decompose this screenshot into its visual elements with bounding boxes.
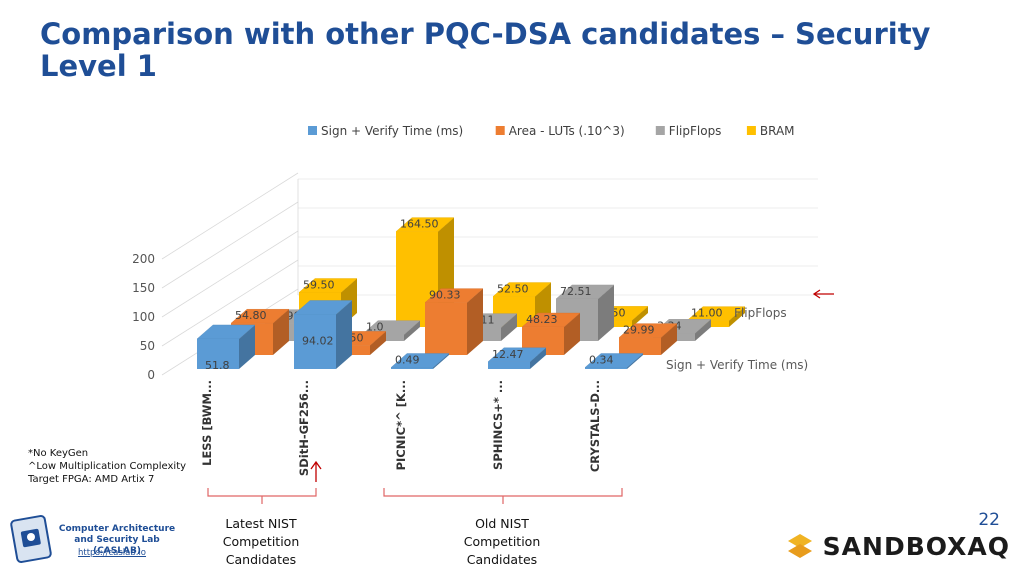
bar-side-face — [729, 306, 745, 327]
depth-label-sign-verify: Sign + Verify Time (ms) — [666, 358, 808, 372]
category-label: SPHINCS+* ... — [491, 380, 505, 470]
wall-gridline — [161, 230, 299, 318]
group-label-old: Old NIST Competition Candidates — [446, 515, 558, 569]
data-label: 1.0 — [366, 321, 384, 334]
bar-side-face — [336, 300, 352, 369]
bar-side-face — [370, 331, 386, 355]
3d-bar-chart: 05010015020059.50164.5052.5011.5011.0029… — [132, 124, 818, 476]
bar-1-0 — [294, 314, 336, 369]
note-no-keygen: *No KeyGen — [28, 448, 89, 459]
data-label: 54.80 — [235, 309, 267, 322]
depth-label-flipflops: FlipFlops — [734, 306, 787, 320]
data-label: 0.34 — [589, 354, 614, 367]
legend-label: FlipFlops — [669, 124, 722, 138]
data-label: 11.00 — [691, 307, 723, 320]
bar-side-face — [273, 309, 289, 355]
brand-name: SANDBOXAQ — [822, 531, 1010, 561]
category-label: LESS [BWM... — [200, 380, 214, 466]
data-label: 51.8 — [205, 359, 230, 372]
lab-name: Computer Architecture and Security Lab (… — [56, 524, 178, 557]
y-tick-label: 150 — [132, 281, 155, 295]
bar-4-1 — [619, 337, 661, 355]
page-number: 22 — [978, 510, 1000, 530]
bar-side-face — [661, 323, 677, 355]
category-label: PICNIC*^ [K... — [394, 380, 408, 470]
legend-swatch — [655, 126, 665, 135]
data-label: 59.50 — [303, 278, 335, 291]
note-target-fpga: Target FPGA: AMD Artix 7 — [28, 474, 155, 485]
data-label: 94.02 — [302, 334, 334, 347]
legend-swatch — [308, 126, 317, 135]
y-tick-label: 50 — [140, 339, 155, 353]
bar-4-0 — [585, 367, 627, 369]
data-label: 48.23 — [526, 313, 558, 326]
note-low-mult: ^Low Multiplication Complexity — [28, 461, 187, 472]
data-label: 164.50 — [400, 218, 439, 231]
bar-side-face — [433, 353, 449, 369]
group-label-old-line1: Old NIST — [475, 516, 529, 531]
footnotes: *No KeyGen ^Low Multiplication Complexit… — [28, 447, 186, 486]
bar-0-0 — [197, 338, 239, 369]
slide-title: Comparison with other PQC-DSA candidates… — [40, 17, 931, 83]
bar-side-face — [627, 353, 643, 369]
bar-3-0 — [488, 361, 530, 369]
group-label-latest: Latest NIST Competition Candidates — [205, 515, 317, 569]
bar-side-face — [564, 313, 580, 355]
bar-side-face — [501, 313, 517, 341]
group-label-old-line3: Candidates — [466, 552, 538, 567]
lab-shield-icon — [10, 515, 52, 563]
bracket-latest — [207, 488, 317, 504]
data-label: 52.50 — [497, 283, 529, 296]
bar-side-face — [239, 324, 255, 369]
y-tick-label: 200 — [132, 252, 155, 266]
bracket-old — [383, 488, 623, 504]
y-tick-label: 0 — [147, 368, 155, 382]
lab-name-line2: and Security Lab (CASLAB) — [74, 535, 160, 556]
category-label: CRYSTALS-D... — [588, 380, 602, 472]
group-label-latest-line2: Competition — [222, 534, 300, 549]
data-label: 0.49 — [395, 354, 420, 367]
wall-gridline — [161, 201, 299, 289]
data-label: 12.47 — [492, 348, 524, 361]
wall-gridline — [161, 259, 299, 347]
category-label: SDitH-GF256... — [297, 380, 311, 476]
bar-side-face — [404, 320, 420, 341]
data-label: 90.33 — [429, 289, 461, 302]
bar-side-face — [632, 306, 648, 327]
y-tick-label: 100 — [132, 310, 155, 324]
legend-swatch — [746, 126, 756, 135]
bar-side-face — [598, 284, 614, 341]
bar-side-face — [695, 319, 711, 341]
data-label: 29.99 — [623, 324, 655, 337]
data-label: 72.51 — [560, 285, 592, 298]
arrow-up-icon — [310, 460, 322, 482]
legend-label: Area - LUTs (.10^3) — [509, 124, 625, 138]
wall-gridline — [161, 172, 299, 260]
bar-2-0 — [391, 367, 433, 369]
group-label-old-line2: Competition — [463, 534, 541, 549]
bar-side-face — [530, 347, 546, 369]
arrow-left-icon — [812, 289, 834, 299]
sandboxaq-mark-icon — [787, 534, 812, 558]
lab-name-line1: Computer Architecture — [58, 524, 176, 534]
legend-swatch — [495, 126, 505, 135]
caslab-logo — [8, 514, 188, 570]
legend-label: Sign + Verify Time (ms) — [321, 124, 463, 138]
legend-label: BRAM — [760, 124, 795, 138]
bar-side-face — [467, 288, 483, 355]
sandboxaq-logo: SANDBOXAQ — [785, 528, 1010, 564]
group-label-latest-line1: Latest NIST — [225, 516, 297, 531]
bar-2-1 — [425, 302, 467, 355]
group-label-latest-line3: Candidates — [225, 552, 297, 567]
lab-url-link[interactable]: https://caslab.io — [78, 548, 147, 558]
